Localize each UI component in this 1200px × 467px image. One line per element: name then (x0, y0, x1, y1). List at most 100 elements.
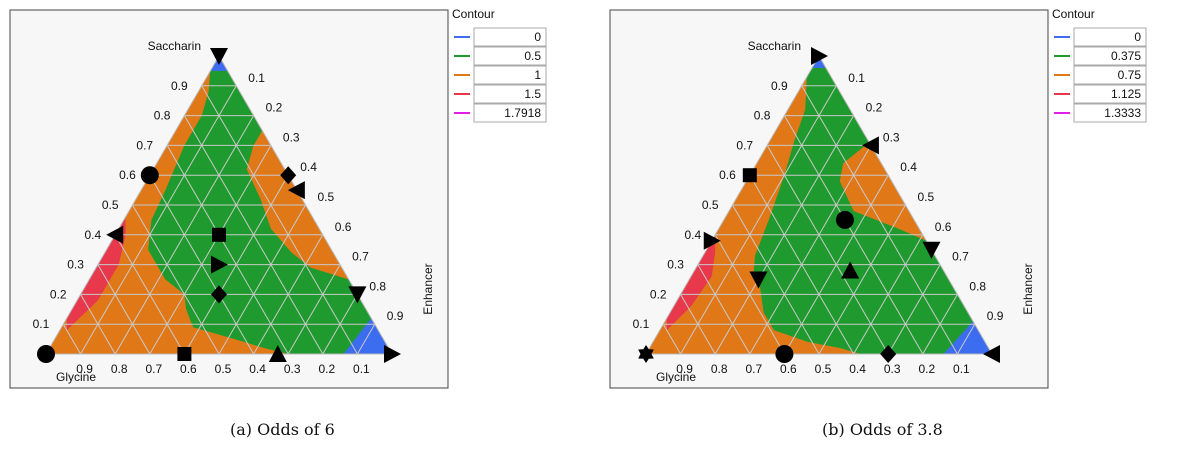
tick-label-saccharin: 0.5 (702, 198, 719, 212)
tick-label-enhancer: 0.7 (352, 250, 369, 264)
tick-label-saccharin: 0.9 (171, 79, 188, 93)
gridline-glycine (697, 264, 751, 355)
tick-label-saccharin: 0.4 (685, 228, 702, 242)
axis-label-enhancer: Enhancer (421, 263, 435, 314)
contour-legend: Contour 0 0.375 0.75 1.125 1.3333 (1052, 7, 1147, 123)
contour-region-red (666, 234, 716, 331)
gridline-glycine (97, 264, 151, 355)
tick-label-enhancer: 0.5 (318, 190, 335, 204)
point-marker-triangle-right (703, 231, 721, 250)
point-marker-diamond (280, 166, 297, 185)
tick-label-saccharin: 0.8 (154, 109, 171, 123)
tick-label-saccharin: 0.3 (667, 258, 684, 272)
gridline-enhancer (956, 323, 976, 355)
gridline-enhancer (818, 204, 906, 355)
tick-label-saccharin: 0.7 (736, 138, 753, 152)
point-marker-circle (140, 166, 159, 185)
tick-label-saccharin: 0.5 (102, 198, 119, 212)
tick-label-saccharin: 0.9 (771, 79, 788, 93)
tick-label-saccharin: 0.6 (119, 168, 136, 182)
tick-label-enhancer: 0.9 (387, 309, 404, 323)
gridline-enhancer (749, 145, 872, 355)
tick-label-saccharin: 0.3 (67, 258, 84, 272)
gridline-glycine (680, 294, 716, 355)
tick-label-saccharin: 0.7 (136, 138, 153, 152)
point-marker-star (638, 345, 654, 363)
gridline-glycine (732, 204, 820, 355)
gridline-glycine (132, 204, 220, 355)
tick-label-glycine: 0.9 (76, 362, 93, 376)
gridline-enhancer (149, 145, 272, 355)
legend-value: 1 (534, 68, 541, 82)
contour-region-orange-right (839, 142, 927, 241)
chart-panel-b: 0.1 0.1 0.1 0.2 0.2 0.2 0.3 0.3 0.3 0.4 0.4 0.4 0.5 0… (600, 0, 1200, 467)
ternary-plot-a: 0.1 0.1 0.1 0.2 0.2 0.2 0.3 0.3 0.3 0.4 0.4 0.4 0.5 0… (9, 7, 547, 389)
legend-value: 0.75 (1118, 68, 1142, 82)
tick-label-glycine: 0.8 (111, 362, 128, 376)
tick-label-enhancer: 0.2 (266, 101, 283, 115)
tick-label-enhancer: 0.5 (918, 190, 935, 204)
point-marker-triangle-down (210, 48, 228, 65)
point-marker-triangle-up (268, 345, 287, 362)
axis-label-glycine: Glycine (56, 370, 96, 384)
contour-region-red (66, 216, 126, 331)
tick-label-enhancer: 0.6 (335, 220, 352, 234)
ternary-gridlines (662, 85, 976, 355)
tick-label-enhancer: 0.8 (369, 279, 386, 293)
tick-label-glycine: 0.8 (711, 362, 728, 376)
gridline-glycine (201, 85, 358, 355)
tick-label-enhancer: 0.4 (900, 160, 917, 174)
tick-label-glycine: 0.6 (780, 362, 797, 376)
tick-label-enhancer: 0.1 (248, 71, 265, 85)
point-marker-circle (835, 210, 854, 229)
gridline-enhancer (356, 323, 376, 355)
point-marker-diamond (211, 285, 227, 304)
gridline-enhancer (887, 264, 941, 355)
ternary-gridlines (62, 85, 376, 355)
legend-value: 1.7918 (504, 106, 541, 120)
legend-value-box (473, 84, 547, 104)
contour-legend: Contour 0 0.5 1 1.5 1.7918 (452, 7, 547, 123)
axis-label-saccharin: Saccharin (748, 39, 801, 53)
tick-label-enhancer: 0.3 (283, 130, 300, 144)
point-marker-triangle-up (841, 261, 860, 279)
axis-label-saccharin: Saccharin (148, 39, 201, 53)
tick-label-glycine: 0.4 (849, 362, 866, 376)
tick-label-enhancer: 0.8 (969, 279, 986, 293)
gridline-enhancer (218, 204, 306, 355)
legend-value-box (473, 65, 547, 85)
tick-label-glycine: 0.6 (180, 362, 197, 376)
tick-label-glycine: 0.1 (353, 362, 370, 376)
chart-caption-a: (a) Odds of 6 (230, 420, 335, 439)
contour-region-blue-top (812, 56, 826, 68)
tick-label-enhancer: 0.3 (883, 130, 900, 144)
legend-value: 0.375 (1111, 49, 1141, 63)
contour-region-blue-right (943, 321, 992, 354)
design-points (37, 48, 401, 363)
legend-title: Contour (452, 7, 495, 21)
gridline-glycine (801, 85, 958, 355)
tick-label-glycine: 0.2 (318, 362, 335, 376)
point-marker-triangle-right (211, 255, 228, 274)
tick-label-enhancer: 0.6 (935, 220, 952, 234)
tick-label-enhancer: 0.9 (987, 309, 1004, 323)
gridline-glycine (166, 145, 289, 355)
gridline-enhancer (287, 264, 341, 355)
point-marker-circle (37, 345, 55, 363)
design-points (638, 47, 1000, 363)
axis-label-glycine: Glycine (656, 370, 696, 384)
tick-label-saccharin: 0.8 (754, 109, 771, 123)
gridline-enhancer (322, 294, 358, 355)
tick-label-glycine: 0.7 (745, 362, 762, 376)
tick-label-glycine: 0.3 (884, 362, 901, 376)
ternary-plot-b: 0.1 0.1 0.1 0.2 0.2 0.2 0.3 0.3 0.3 0.4 0.4 0.4 0.5 0… (609, 7, 1147, 389)
point-marker-square (742, 168, 757, 183)
gridline-glycine (80, 294, 116, 355)
legend-value: 0 (534, 30, 541, 44)
chart-panel-a: 0.1 0.1 0.1 0.2 0.2 0.2 0.3 0.3 0.3 0.4 0.4 0.4 0.5 0… (9, 7, 547, 439)
legend-value: 0 (1134, 30, 1141, 44)
point-marker-triangle-down (749, 271, 768, 289)
gridline-enhancer (80, 85, 237, 355)
tick-label-glycine: 0.9 (676, 362, 693, 376)
tick-label-enhancer: 0.1 (848, 71, 865, 85)
